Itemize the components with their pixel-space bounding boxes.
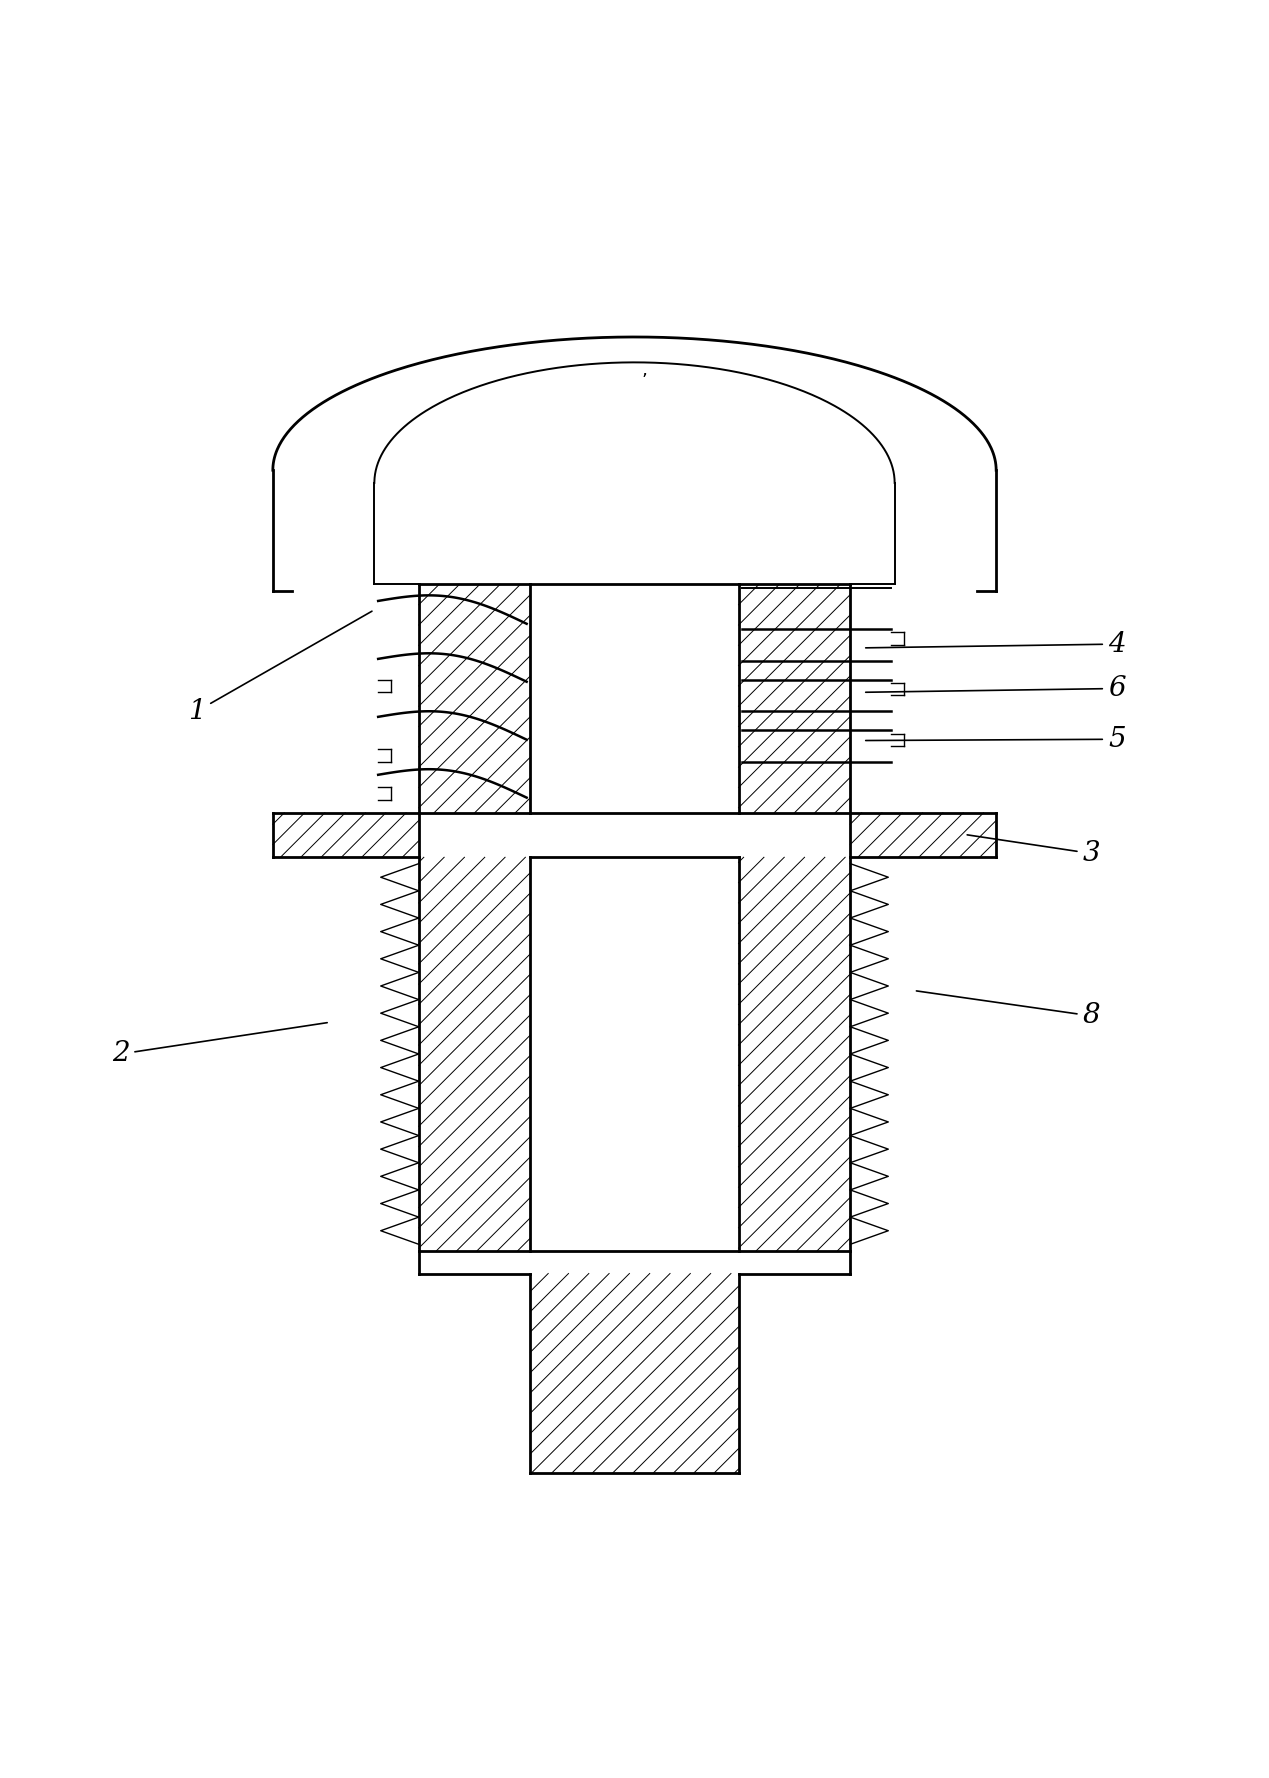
Text: 8: 8 (916, 990, 1100, 1029)
Text: 1: 1 (188, 612, 372, 725)
Text: 4: 4 (865, 631, 1126, 658)
Text: 5: 5 (865, 725, 1126, 752)
Text: 2: 2 (112, 1022, 327, 1067)
Text: 6: 6 (865, 676, 1126, 702)
Text: 3: 3 (967, 836, 1100, 868)
Text: ʼ: ʼ (642, 372, 647, 391)
